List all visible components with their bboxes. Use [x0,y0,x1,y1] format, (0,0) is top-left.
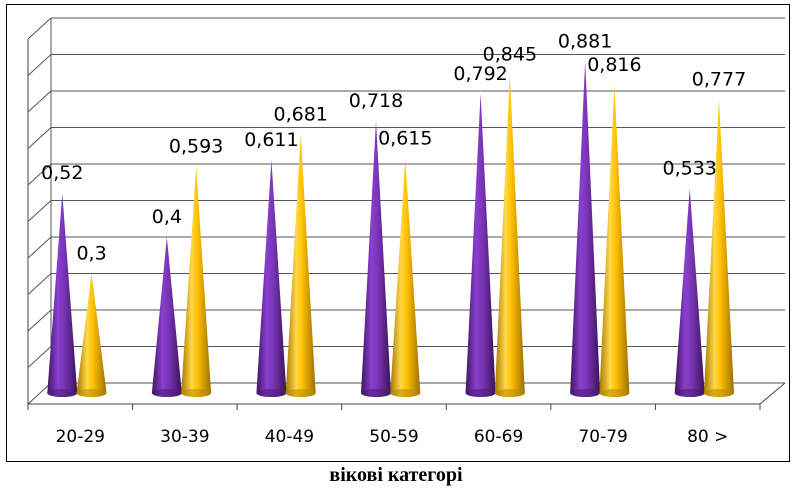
cone-gold [76,273,107,397]
gridline-side [27,54,52,76]
cone-body [494,74,525,397]
data-label: 0,845 [483,44,537,66]
cone-purple [151,237,182,397]
x-axis-title: вікові категорі [329,464,463,486]
cone-body [76,273,107,397]
cone-gold [494,74,525,397]
cone-gold [285,134,316,397]
cone-body [47,193,78,397]
gridline-side [27,309,52,332]
cone-body [285,134,316,397]
data-label: 0,593 [169,136,223,158]
x-tick-label: 50-59 [369,427,418,447]
cone-base [47,389,78,397]
axis-layer [27,39,786,410]
cone-body [256,159,287,397]
cone-body [570,61,601,398]
cone-gold [703,99,734,398]
cone-base [494,389,525,397]
gridline-side [27,236,52,259]
cone-body [599,85,630,397]
cone-purple [360,120,391,398]
floor-edge [759,382,786,405]
cone-base [703,389,734,397]
cone-base [599,389,630,397]
cone-base [256,389,287,397]
data-label: 0,615 [378,128,432,150]
data-label: 0,681 [273,103,327,125]
data-label: 0,533 [663,157,717,179]
data-label: 0,816 [587,54,641,76]
cone-purple [47,193,78,397]
x-tick-label: 80 > [687,427,728,447]
x-tick-layer: 20-29 30-39 40-49 50-59 60-69 70-79 80 > [56,427,729,447]
cone-layer [47,61,734,398]
cone-purple [465,93,496,398]
cone-gold [181,166,212,397]
gridline-side [27,382,52,405]
cone-base [360,389,391,397]
gridline-side [27,90,52,113]
cone-body [151,237,182,397]
cone-body [703,99,734,398]
x-tick-label: 40-49 [265,427,314,447]
cone-base [285,389,316,397]
data-label: 0,792 [453,63,507,85]
data-label: 0,4 [152,206,182,228]
cone-body [181,166,212,397]
x-tick-label: 60-69 [474,427,523,447]
cone-base [674,389,705,397]
x-tick-label: 30-39 [160,427,209,447]
data-label: 0,3 [76,243,106,265]
cone-body [465,93,496,398]
cone-purple [570,61,601,398]
cone-base [76,389,107,397]
data-label-layer: 0,52 0,3 0,4 0,593 0,611 0,681 0,718 0,615 0,792… [41,30,746,264]
cone-body [360,120,391,398]
data-label: 0,52 [41,162,83,184]
data-label: 0,881 [558,30,612,52]
gridline-side [27,346,52,368]
data-label: 0,777 [692,68,746,90]
cone-gold [599,85,630,397]
gridline-side [27,200,52,222]
cone-body [390,158,421,397]
cone-base [390,389,421,397]
x-tick-label: 70-79 [578,427,627,447]
cone-purple [674,188,705,397]
cone-body [674,188,705,397]
gridline-side [27,17,52,40]
cone-base [181,389,212,397]
data-label: 0,718 [349,90,403,112]
cone-base [151,389,182,397]
cone-gold [390,158,421,397]
data-label: 0,611 [244,129,298,151]
gridline-side [27,273,52,295]
cone-base [465,389,496,397]
gridline-side [27,163,52,186]
gridline-side [27,127,52,149]
x-tick-label: 20-29 [56,427,105,447]
cone-purple [256,159,287,397]
cone-base [570,389,601,397]
